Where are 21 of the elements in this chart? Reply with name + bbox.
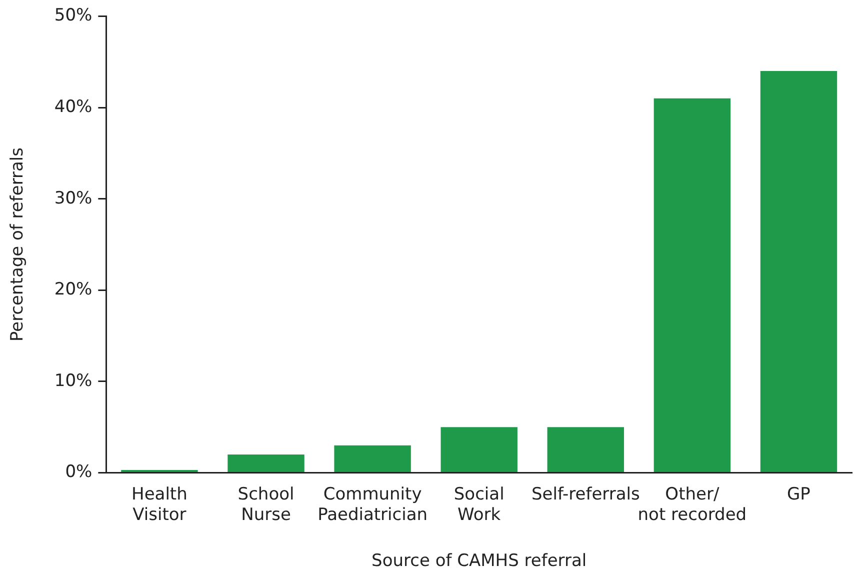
x-tick-label: Self-referrals [531,484,640,504]
y-tick-label: 20% [54,280,92,300]
bar [547,427,624,472]
y-tick-label: 0% [65,462,92,482]
bar [654,98,731,472]
y-tick-label: 30% [54,188,92,208]
y-tick-label: 10% [54,370,92,391]
x-tick-label: GP [787,484,810,504]
x-axis-title: Source of CAMHS referral [372,551,587,572]
x-tick-label: Community Paediatrician [318,484,428,525]
y-tick-label: 40% [54,96,92,117]
bar [228,454,304,472]
y-tick-label: 50% [54,6,92,26]
bar [440,427,518,472]
bar [760,70,838,472]
x-tick-label: Other/ not recorded [638,484,747,525]
x-tick-label: Health Visitor [132,484,188,525]
x-tick-label: School Nurse [238,484,294,525]
y-axis-title: Percentage of referrals [8,147,28,342]
bar [334,445,411,472]
x-tick-label: Social Work [454,484,504,525]
